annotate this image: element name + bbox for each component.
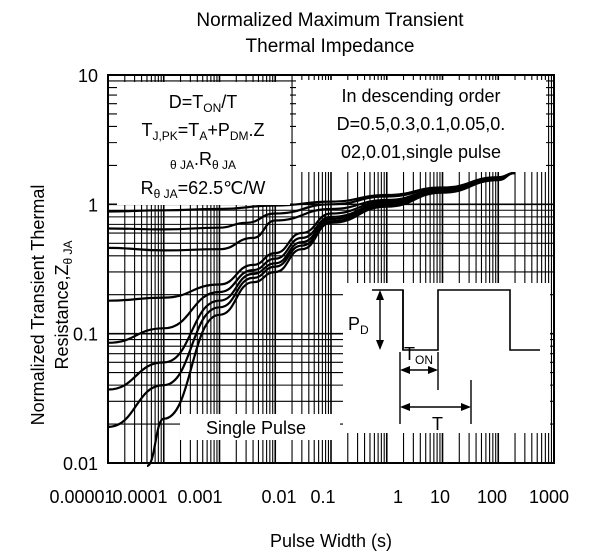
y-axis-label-line2: Resistance,Zθ JA bbox=[52, 240, 75, 369]
pulse-inset-bg bbox=[343, 283, 550, 433]
single-pulse-label-bg bbox=[180, 414, 340, 440]
formula-box: D=TON/T TJ,PK=TA+PDM.Z θ JA.Rθ JA Rθ JA=… bbox=[117, 82, 290, 205]
t-label: T bbox=[432, 414, 443, 434]
x-tick-label: 0.1 bbox=[310, 487, 335, 507]
x-tick-label: 0.01 bbox=[261, 487, 296, 507]
formula-line1-b: /T bbox=[221, 92, 237, 112]
x-tick-label: 10 bbox=[430, 487, 450, 507]
pd-label-sub: D bbox=[360, 323, 369, 337]
x-tick-label: 1000 bbox=[529, 487, 569, 507]
x-tick-label: 0.00001 bbox=[49, 487, 114, 507]
x-tick-label: 1 bbox=[393, 487, 403, 507]
formula-line3-a: .R bbox=[194, 149, 212, 169]
y-tick-label: 1 bbox=[88, 195, 98, 215]
curves bbox=[107, 171, 516, 467]
formula-line1-a: D=T bbox=[169, 92, 204, 112]
formula-line4-sub: θ JA bbox=[154, 187, 178, 201]
pd-label: PD bbox=[348, 314, 369, 337]
single-pulse-label-box: Single Pulse bbox=[180, 414, 340, 440]
x-axis-label: Pulse Width (s) bbox=[270, 531, 392, 551]
order-box-bg bbox=[296, 80, 546, 172]
y-tick-label: 10 bbox=[78, 66, 98, 86]
y-axis-label-sub: θ JA bbox=[61, 240, 75, 264]
x-tick-label: 0.0001 bbox=[112, 487, 167, 507]
x-tick-label: 100 bbox=[477, 487, 507, 507]
ton-label: TON bbox=[404, 344, 433, 367]
x-tick-label: 0.001 bbox=[177, 487, 222, 507]
ton-arrow-head-left bbox=[400, 366, 410, 374]
formula-line1: D=TON/T bbox=[169, 92, 238, 115]
y-tick-label: 0.1 bbox=[73, 325, 98, 345]
y-tick-label: 0.01 bbox=[63, 454, 98, 474]
chart-title-line2: Thermal Impedance bbox=[246, 36, 415, 57]
order-line2: D=0.5,0.3,0.1,0.05,0. bbox=[337, 114, 506, 134]
pd-label-main: P bbox=[348, 314, 360, 334]
pd-arrow-head-down bbox=[376, 340, 384, 350]
ton-label-main: T bbox=[404, 344, 415, 364]
order-line1: In descending order bbox=[341, 86, 500, 106]
formula-line3: θ JA.Rθ JA bbox=[170, 149, 236, 172]
formula-line2-d: .Z bbox=[249, 120, 265, 140]
pd-arrow-head-up bbox=[376, 290, 384, 300]
order-line3: 02,0.01,single pulse bbox=[341, 142, 501, 162]
y-axis-label-line1: Normalized Transient Thermal bbox=[28, 185, 48, 426]
formula-line4: Rθ JA=62.5℃/W bbox=[141, 178, 266, 201]
order-box: In descending order D=0.5,0.3,0.1,0.05,0… bbox=[296, 80, 546, 172]
y-axis-label-main: Resistance,Z bbox=[52, 264, 72, 369]
plot-frame bbox=[107, 74, 555, 464]
formula-line2-b: =T bbox=[178, 120, 200, 140]
formula-line2-a: T bbox=[141, 120, 152, 140]
formula-line4-a: R bbox=[141, 178, 154, 198]
formula-box-bg bbox=[117, 82, 290, 205]
y-tick-labels: 0.01 0.1 1 10 bbox=[63, 66, 98, 474]
formula-line2-sub3: DM bbox=[230, 129, 249, 143]
formula-line3-sub2: θ JA bbox=[212, 158, 236, 172]
t-arrow-head-left bbox=[400, 403, 410, 411]
ton-arrow-head-right bbox=[428, 366, 438, 374]
formula-line2-c: +P bbox=[207, 120, 230, 140]
formula-line2-sub2: A bbox=[199, 129, 207, 143]
formula-line4-b: =62.5℃/W bbox=[178, 178, 266, 198]
ton-label-sub: ON bbox=[415, 353, 433, 367]
pulse-inset: PD TON T bbox=[343, 283, 550, 434]
formula-line2-sub1: J,PK bbox=[152, 129, 177, 143]
t-arrow-head-right bbox=[461, 403, 471, 411]
single-pulse-label: Single Pulse bbox=[206, 418, 306, 438]
chart-title-line1: Normalized Maximum Transient bbox=[196, 10, 464, 31]
formula-line3-sub1: θ JA bbox=[170, 158, 194, 172]
formula-line1-sub: ON bbox=[203, 101, 221, 115]
series-line-7 bbox=[146, 171, 516, 467]
formula-line2: TJ,PK=TA+PDM.Z bbox=[141, 120, 264, 143]
